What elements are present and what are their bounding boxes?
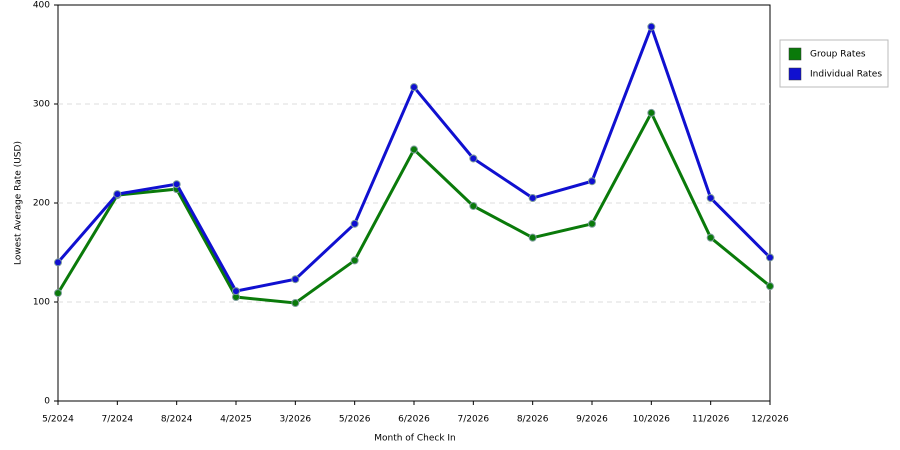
- data-point: [469, 201, 478, 210]
- data-point: [410, 145, 418, 154]
- data-point: [766, 253, 774, 262]
- y-tick-label: 200: [33, 199, 50, 209]
- data-point: [410, 83, 418, 92]
- y-tick-label: 100: [33, 298, 50, 308]
- x-tick-label: 5/2024: [42, 415, 74, 425]
- data-point: [706, 194, 715, 203]
- data-point: [588, 219, 596, 228]
- x-tick-label: 5/2026: [339, 415, 371, 425]
- x-tick-label: 7/2024: [101, 415, 133, 425]
- x-tick-label: 8/2024: [161, 415, 193, 425]
- data-point: [469, 154, 478, 163]
- y-tick-label: 300: [33, 100, 50, 110]
- legend-swatch: [788, 47, 802, 61]
- data-point: [588, 177, 596, 186]
- data-point: [350, 219, 359, 228]
- x-tick-label: 6/2026: [398, 415, 430, 425]
- data-point: [54, 258, 62, 267]
- data-point: [706, 233, 715, 242]
- data-point: [113, 190, 122, 199]
- data-point: [528, 233, 537, 242]
- legend-label: Group Rates: [810, 50, 866, 60]
- data-point: [232, 287, 240, 296]
- data-point: [766, 282, 774, 291]
- x-tick-label: 7/2026: [457, 415, 489, 425]
- x-tick-label: 4/2025: [220, 415, 252, 425]
- data-point: [291, 275, 300, 284]
- x-tick-label: 11/2026: [692, 415, 730, 425]
- x-axis-label: Month of Check In: [374, 434, 456, 444]
- data-point: [528, 194, 537, 203]
- legend-swatch: [788, 67, 802, 81]
- data-point: [647, 108, 656, 117]
- data-point: [350, 256, 359, 265]
- x-tick-label: 9/2026: [576, 415, 608, 425]
- y-axis-label: Lowest Average Rate (USD): [14, 141, 24, 265]
- x-tick-label: 3/2026: [279, 415, 311, 425]
- x-tick-label: 10/2026: [633, 415, 671, 425]
- x-tick-label: 12/2026: [751, 415, 789, 425]
- data-point: [172, 180, 181, 189]
- legend-label: Individual Rates: [810, 70, 882, 80]
- x-tick-label: 8/2026: [517, 415, 549, 425]
- y-tick-label: 400: [33, 1, 50, 11]
- data-point: [291, 298, 300, 307]
- data-point: [647, 22, 656, 31]
- data-point: [54, 289, 62, 298]
- y-tick-label: 0: [44, 397, 50, 407]
